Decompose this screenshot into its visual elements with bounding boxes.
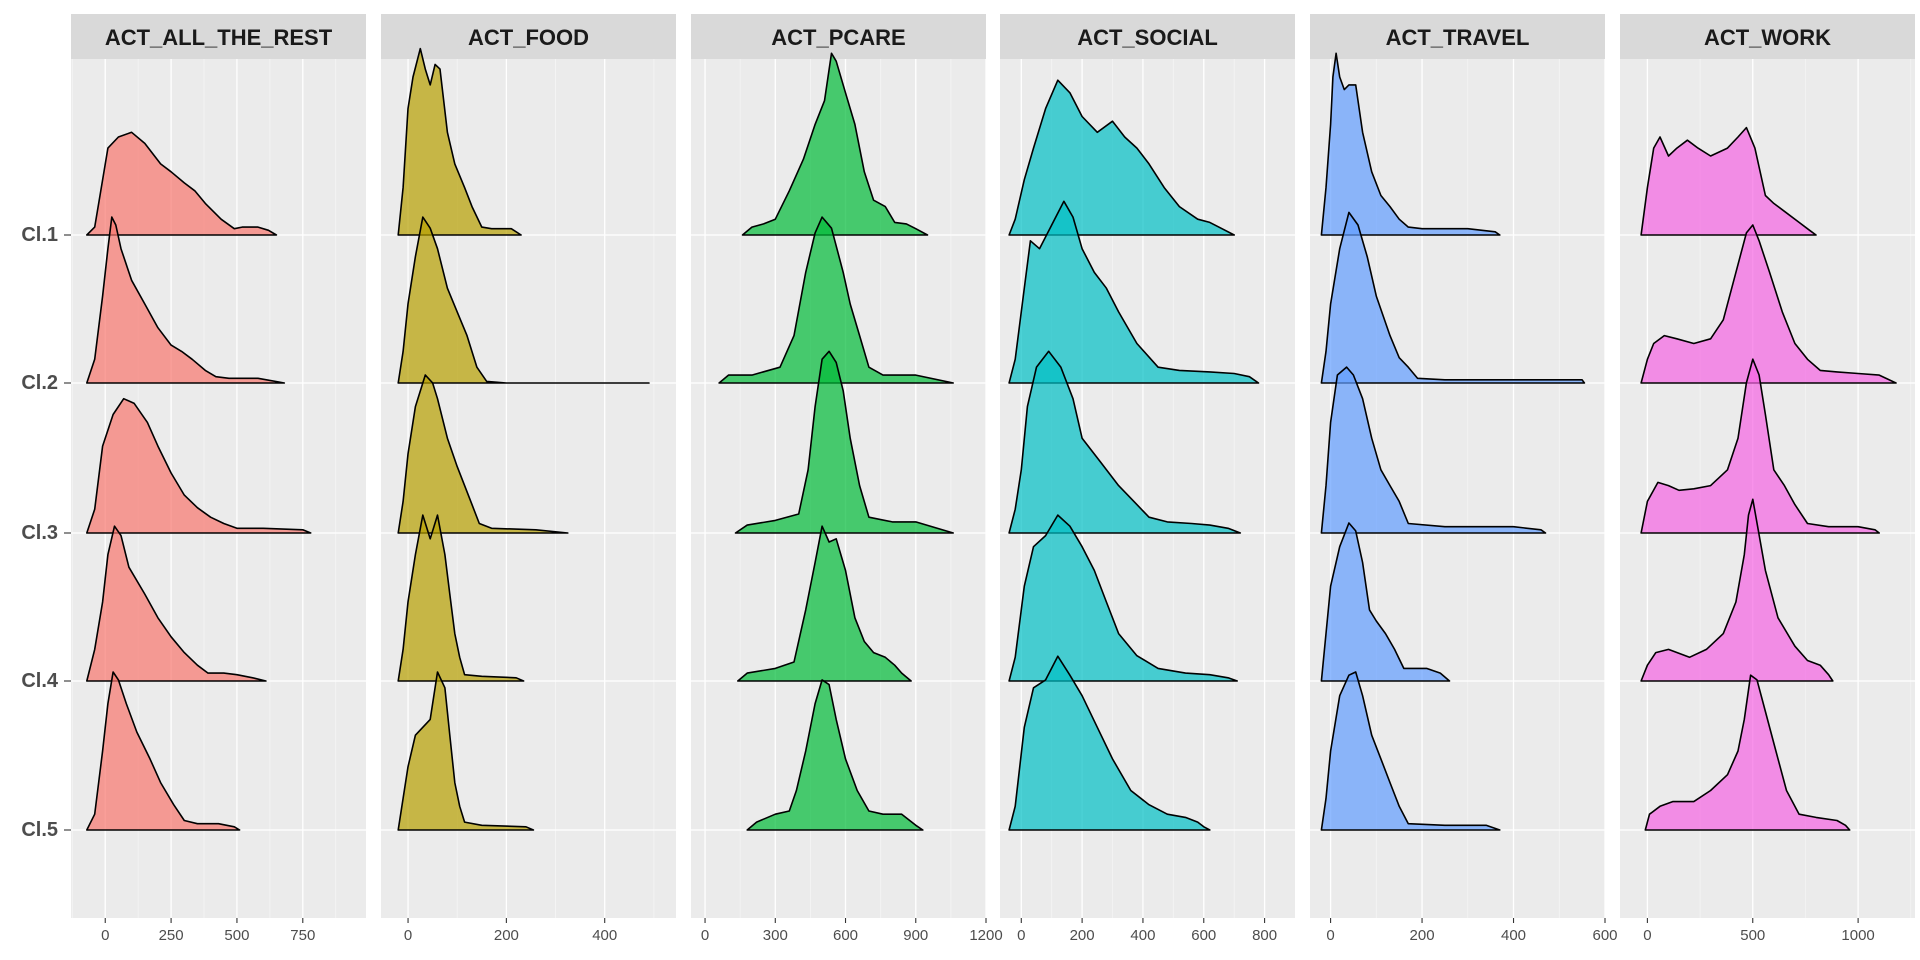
facet-strip [691, 14, 986, 59]
density-ridge-cl3 [397, 374, 569, 534]
x-tick-label: 400 [592, 927, 617, 944]
density-ridge-cl4 [1640, 498, 1834, 682]
x-tick-label: 0 [1326, 927, 1334, 944]
density-ridge-cl2 [86, 216, 286, 384]
panel-act-all-the-rest: ACT_ALL_THE_REST 0 250 500 750 [71, 14, 366, 944]
y-tick-label: Cl.3 [21, 522, 58, 544]
x-tick-label: 0 [701, 927, 709, 944]
density-ridge-cl4 [86, 525, 267, 682]
density-ridge-cl2 [1320, 211, 1586, 384]
facet-strip-label: ACT_WORK [1704, 25, 1831, 50]
facet-strip [1310, 14, 1605, 59]
facet-strip [71, 14, 366, 59]
density-ridge-cl3 [1640, 358, 1880, 534]
facet-strip-label: ACT_SOCIAL [1077, 25, 1218, 50]
density-ridge-cl4 [1008, 514, 1238, 682]
density-ridge-cl1 [397, 47, 522, 236]
y-tick-label: Cl.5 [21, 819, 58, 841]
panel-act-pcare: ACT_PCARE 0 300 600 900 1200 [691, 14, 1003, 944]
density-ridge-cl2 [718, 216, 954, 384]
density-ridge-cl4 [737, 525, 912, 682]
density-ridge-cl5 [86, 671, 241, 831]
x-tick-label: 200 [1070, 927, 1095, 944]
x-tick-label: 600 [1592, 927, 1617, 944]
facet-strip [1000, 14, 1295, 59]
density-ridge-cl2 [397, 216, 650, 384]
density-ridge-cl5 [746, 679, 924, 831]
facet-panels: ACT_ALL_THE_REST 0 250 500 750 ACT_FOOD 0 200 40… [71, 14, 1915, 944]
density-ridge-cl5 [1320, 671, 1501, 831]
x-tick-label: 900 [903, 927, 928, 944]
density-ridge-cl5 [1644, 674, 1851, 831]
density-ridge-cl2 [1640, 224, 1897, 384]
density-ridge-cl3 [1320, 366, 1547, 534]
facet-strip-label: ACT_TRAVEL [1386, 25, 1530, 50]
x-tick-label: 400 [1130, 927, 1155, 944]
x-tick-label: 0 [101, 927, 109, 944]
density-ridge-cl5 [1008, 655, 1211, 831]
x-tick-label: 200 [494, 927, 519, 944]
facet-strip-label: ACT_ALL_THE_REST [105, 25, 333, 50]
x-tick-label: 0 [1643, 927, 1651, 944]
x-tick-label: 600 [1191, 927, 1216, 944]
density-ridge-cl3 [734, 350, 954, 534]
facet-strip-label: ACT_FOOD [468, 25, 589, 50]
x-tick-label: 750 [290, 927, 315, 944]
y-tick-label: Cl.4 [21, 670, 59, 692]
facet-strip-label: ACT_PCARE [771, 25, 905, 50]
density-ridge-cl5 [397, 671, 535, 831]
panel-act-food: ACT_FOOD 0 200 400 [381, 14, 676, 944]
x-tick-label: 800 [1252, 927, 1277, 944]
x-tick-label: 400 [1501, 927, 1526, 944]
facet-strip [1620, 14, 1915, 59]
x-tick-label: 500 [1740, 927, 1765, 944]
facet-strip [381, 14, 676, 59]
x-tick-label: 600 [833, 927, 858, 944]
panel-act-social: ACT_SOCIAL 0 200 400 600 800 [1000, 14, 1295, 944]
x-tick-label: 0 [1017, 927, 1025, 944]
density-ridge-cl1 [741, 52, 929, 236]
x-tick-label: 300 [763, 927, 788, 944]
x-tick-label: 0 [404, 927, 412, 944]
x-tick-label: 1000 [1841, 927, 1874, 944]
x-tick-label: 1200 [969, 927, 1002, 944]
density-ridge-cl4 [397, 514, 525, 682]
y-axis: Cl.1 Cl.2 Cl.3 Cl.4 Cl.5 [21, 224, 71, 841]
density-ridge-cl1 [1320, 52, 1501, 236]
density-ridge-cl3 [86, 397, 312, 534]
density-ridge-cl1 [1008, 79, 1235, 236]
x-tick-label: 200 [1410, 927, 1435, 944]
y-tick-label: Cl.1 [21, 224, 58, 246]
panel-act-work: ACT_WORK 0 500 1000 [1620, 14, 1915, 944]
panel-act-travel: ACT_TRAVEL 0 200 400 600 [1310, 14, 1618, 944]
density-ridge-cl3 [1008, 350, 1242, 534]
x-tick-label: 250 [159, 927, 184, 944]
density-ridge-cl4 [1320, 522, 1451, 682]
y-tick-label: Cl.2 [21, 372, 58, 394]
x-tick-label: 500 [224, 927, 249, 944]
density-ridge-cl2 [1008, 200, 1260, 384]
density-ridge-cl1 [86, 131, 278, 236]
density-ridge-cl1 [1640, 126, 1817, 236]
